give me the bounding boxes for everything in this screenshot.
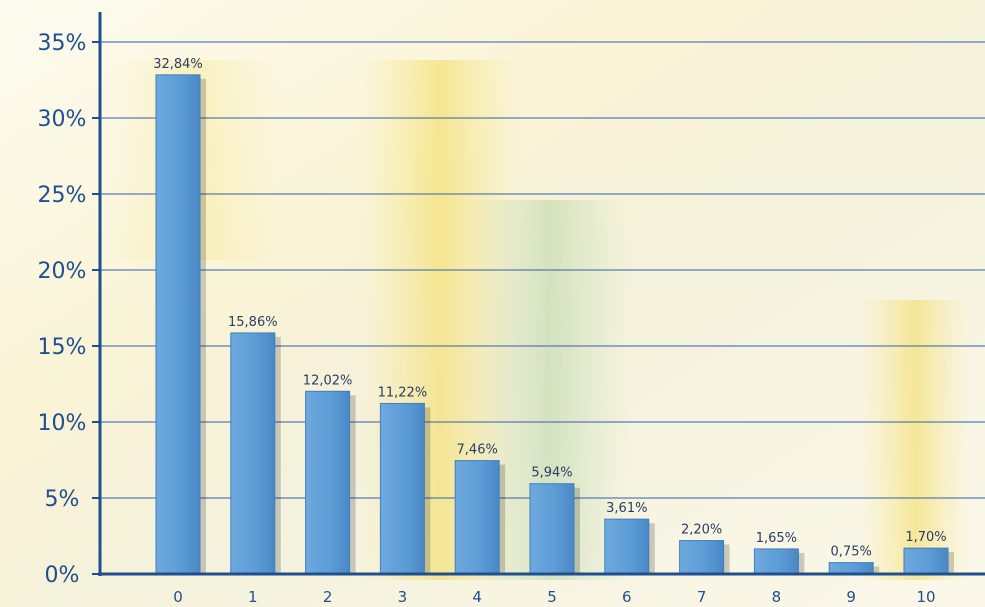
- data-label: 11,22%: [378, 385, 428, 400]
- bar: [903, 547, 949, 575]
- x-tick-label: 4: [472, 588, 482, 606]
- data-label: 7,46%: [457, 443, 498, 458]
- data-labels: 32,84% 15,86% 12,02% 11,22% 7,46% 5,94% 3,61% 2…: [153, 57, 946, 560]
- bar: [230, 332, 276, 575]
- data-label: 3,61%: [606, 501, 647, 516]
- data-label: 5,94%: [531, 466, 572, 481]
- y-tick-label: 0%: [45, 563, 80, 588]
- y-tick-label: 25%: [38, 183, 87, 208]
- bar: [753, 548, 799, 575]
- bars: [155, 74, 954, 575]
- y-tick-label: 15%: [38, 335, 87, 360]
- data-label: 32,84%: [153, 57, 203, 72]
- data-label: 12,02%: [303, 373, 353, 388]
- bar: [454, 460, 500, 575]
- bar: [155, 74, 201, 575]
- x-tick-label: 7: [697, 588, 707, 606]
- x-tick-label: 2: [323, 588, 333, 606]
- bar: [379, 402, 425, 575]
- y-tick-label: 30%: [38, 107, 87, 132]
- y-tick-label: 10%: [38, 411, 87, 436]
- x-tick-label: 1: [248, 588, 258, 606]
- x-tick-label: 0: [173, 588, 183, 606]
- axes: [98, 12, 985, 576]
- y-axis-ticks: 0% 5% 10% 15% 20% 25% 30% 35%: [38, 31, 100, 588]
- bar: [604, 518, 650, 575]
- data-label: 0,75%: [831, 545, 872, 560]
- y-tick-label: 20%: [38, 259, 87, 284]
- x-tick-label: 9: [846, 588, 856, 606]
- y-tick-label: 5%: [45, 487, 80, 512]
- bar: [305, 390, 351, 575]
- x-tick-label: 3: [398, 588, 408, 606]
- x-tick-label: 6: [622, 588, 632, 606]
- y-tick-label: 35%: [38, 31, 87, 56]
- x-axis-ticks: 0 1 2 3 4 5 6 7 8 9 10: [173, 588, 935, 606]
- x-tick-label: 5: [547, 588, 557, 606]
- data-label: 1,70%: [905, 530, 946, 545]
- data-label: 15,86%: [228, 315, 278, 330]
- x-tick-label: 8: [772, 588, 782, 606]
- bar: [529, 483, 575, 575]
- data-label: 2,20%: [681, 523, 722, 538]
- data-label: 1,65%: [756, 531, 797, 546]
- bar: [679, 540, 725, 575]
- bar: [828, 562, 874, 575]
- x-tick-label: 10: [916, 588, 935, 606]
